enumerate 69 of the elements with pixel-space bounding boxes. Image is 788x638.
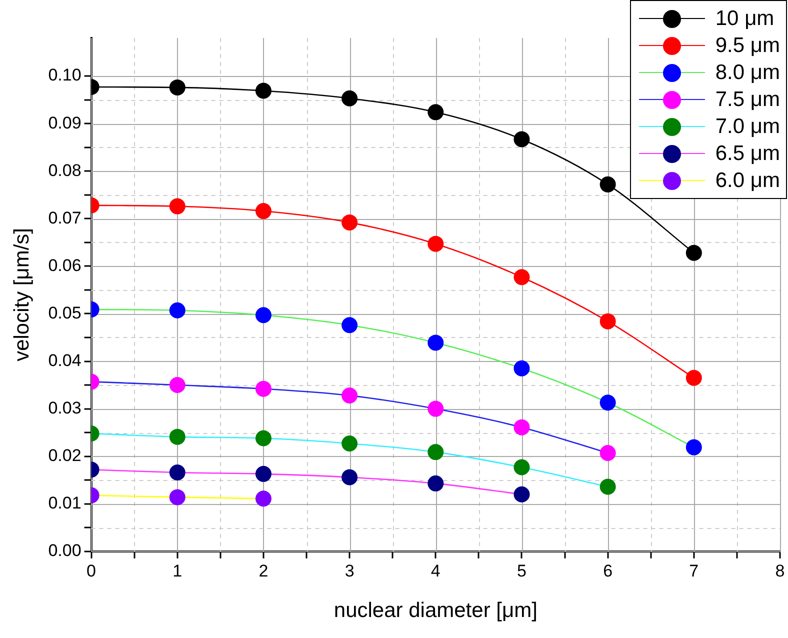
legend-label: 9.5 μm bbox=[715, 34, 780, 58]
point bbox=[169, 377, 186, 394]
point bbox=[342, 387, 358, 404]
point bbox=[342, 214, 358, 230]
point bbox=[514, 269, 530, 286]
point bbox=[514, 459, 530, 476]
point bbox=[600, 445, 616, 461]
point bbox=[514, 486, 530, 502]
point bbox=[428, 444, 444, 460]
point bbox=[255, 430, 272, 446]
y-tick-label: 0.06 bbox=[48, 256, 82, 275]
point bbox=[255, 203, 272, 220]
x-tick-label: 4 bbox=[430, 561, 440, 580]
x-tick-label: 8 bbox=[775, 561, 785, 580]
y-tick-label: 0.07 bbox=[48, 208, 82, 228]
y-tick-label: 0.05 bbox=[48, 303, 82, 322]
point bbox=[255, 466, 272, 482]
point bbox=[514, 419, 530, 436]
legend-label: 6.0 μm bbox=[715, 168, 780, 192]
point bbox=[428, 400, 444, 417]
x-tick-label: 1 bbox=[172, 561, 182, 580]
y-axis-title: velocity [μm/s] bbox=[10, 228, 34, 362]
point bbox=[255, 307, 272, 324]
point bbox=[342, 90, 358, 106]
point bbox=[342, 317, 358, 334]
x-tick-label: 6 bbox=[603, 561, 613, 580]
point bbox=[600, 478, 616, 495]
legend-label: 10 μm bbox=[715, 6, 774, 30]
legend-label: 6.5 μm bbox=[715, 142, 780, 166]
point bbox=[169, 428, 186, 445]
point bbox=[514, 131, 530, 148]
point bbox=[428, 236, 444, 252]
x-tick-label: 7 bbox=[689, 561, 699, 580]
point bbox=[255, 82, 272, 99]
point bbox=[428, 334, 444, 351]
y-tick-label: 0.10 bbox=[48, 66, 82, 85]
point bbox=[255, 380, 272, 397]
legend-label: 7.0 μm bbox=[715, 114, 780, 138]
point bbox=[514, 360, 530, 376]
x-tick-label: 3 bbox=[344, 561, 354, 580]
point bbox=[686, 244, 702, 261]
y-tick-label: 0.03 bbox=[48, 398, 82, 418]
y-tick-label: 0.00 bbox=[48, 541, 82, 560]
x-tick-label: 5 bbox=[517, 561, 526, 580]
y-tick-label: 0.09 bbox=[48, 113, 82, 132]
point bbox=[686, 370, 702, 386]
point bbox=[169, 464, 186, 480]
point bbox=[428, 104, 444, 120]
point bbox=[342, 469, 358, 486]
point bbox=[169, 198, 186, 214]
legend-label: 8.0 μm bbox=[715, 60, 780, 84]
legend-label: 7.5 μm bbox=[715, 88, 780, 112]
point bbox=[342, 435, 358, 452]
point bbox=[169, 489, 186, 506]
y-tick-label: 0.02 bbox=[48, 446, 82, 466]
point bbox=[686, 439, 702, 456]
point bbox=[428, 475, 444, 492]
x-tick-label: 2 bbox=[258, 561, 268, 580]
point bbox=[169, 302, 186, 318]
y-tick-label: 0.08 bbox=[48, 160, 82, 180]
x-axis-title: nuclear diameter [μm] bbox=[334, 599, 538, 622]
point bbox=[600, 313, 616, 330]
x-tick-label: 0 bbox=[86, 561, 96, 580]
point bbox=[169, 79, 186, 96]
point bbox=[600, 176, 616, 192]
point bbox=[600, 394, 616, 411]
point bbox=[255, 490, 272, 507]
y-tick-label: 0.04 bbox=[48, 350, 82, 370]
y-tick-label: 0.01 bbox=[48, 494, 82, 513]
